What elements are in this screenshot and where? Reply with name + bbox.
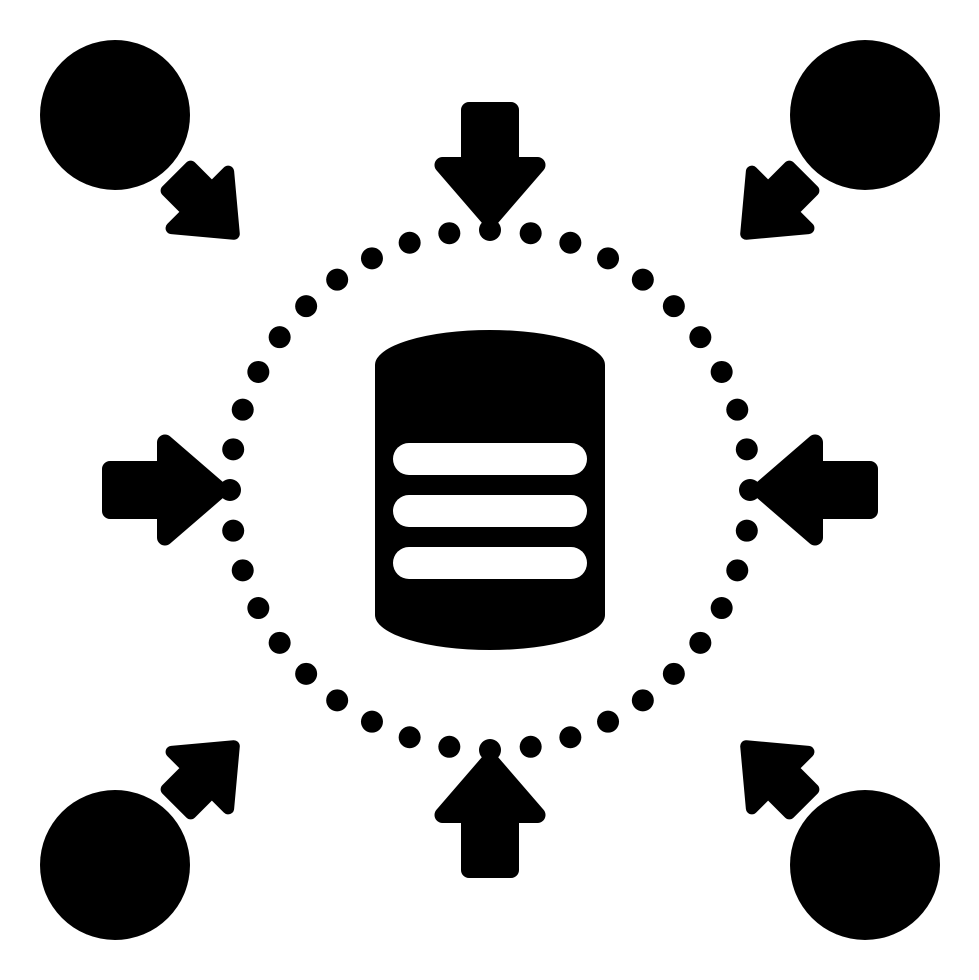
arrow-top-icon bbox=[443, 110, 538, 220]
source-node-top-right bbox=[718, 40, 940, 262]
source-node-bottom-left bbox=[40, 718, 262, 940]
database-icon bbox=[375, 330, 605, 650]
arrow-bottom-icon bbox=[443, 760, 538, 870]
data-collection-diagram bbox=[0, 0, 979, 980]
arrow-left-icon bbox=[110, 443, 220, 538]
source-node-top-left bbox=[40, 40, 262, 262]
arrow-right-icon bbox=[760, 443, 870, 538]
source-node-bottom-right bbox=[718, 718, 940, 940]
